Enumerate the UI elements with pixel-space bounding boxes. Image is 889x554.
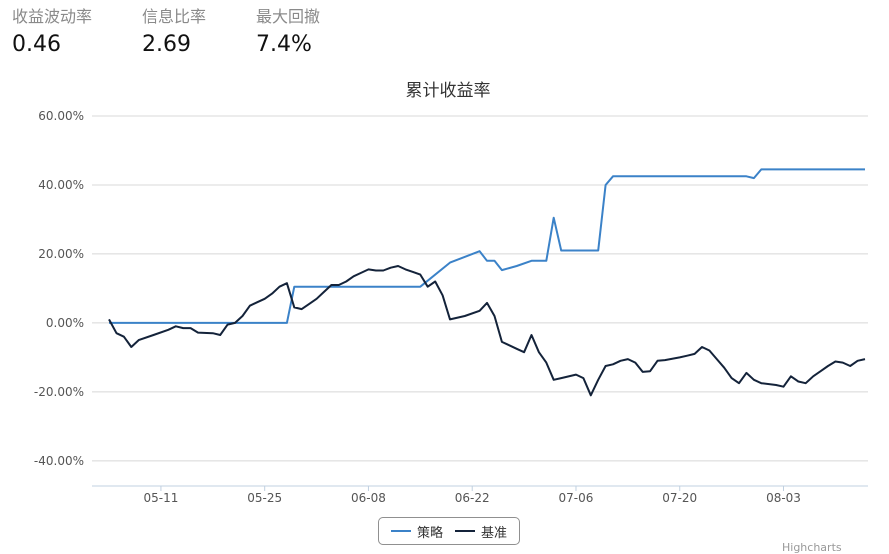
x-tick-label: 06-22 <box>455 491 490 505</box>
stat-max-drawdown-value: 7.4% <box>256 32 312 57</box>
stat-information-ratio-value: 2.69 <box>142 32 191 57</box>
legend-label-strategy: 策略 <box>416 525 443 541</box>
stat-volatility-label: 收益波动率 <box>12 7 93 26</box>
x-axis: 05-11 05-25 06-08 06-22 07-06 07-20 08-03 <box>92 485 868 505</box>
x-tick-label: 07-20 <box>662 491 697 505</box>
y-tick-label: -40.00% <box>34 454 84 468</box>
stats-bar: 收益波动率 0.46 信息比率 2.69 最大回撤 7.4% <box>12 6 370 60</box>
legend-swatch-strategy <box>390 530 411 532</box>
y-tick-label: 0.00% <box>46 316 84 330</box>
stat-information-ratio-label: 信息比率 <box>142 7 207 26</box>
legend-item-benchmark[interactable]: 基准 <box>455 522 507 541</box>
stat-max-drawdown-label: 最大回撤 <box>256 7 321 26</box>
chart-legend: 策略 基准 <box>378 517 520 545</box>
stat-volatility-value: 0.46 <box>12 32 61 57</box>
y-tick-label: -20.00% <box>34 385 84 399</box>
x-tick-label: 05-25 <box>247 491 282 505</box>
legend-swatch-benchmark <box>455 530 475 532</box>
stat-max-drawdown: 最大回撤 7.4% <box>256 6 320 60</box>
y-tick-label: 60.00% <box>38 109 84 123</box>
x-tick-label: 08-03 <box>766 491 801 505</box>
strategy-line[interactable] <box>109 168 865 324</box>
grid-lines <box>92 115 868 462</box>
x-tick-label: 07-06 <box>559 491 594 505</box>
stat-information-ratio: 信息比率 2.69 <box>142 6 206 60</box>
chart-credit[interactable]: Highcharts <box>782 541 842 554</box>
x-tick-label: 06-08 <box>351 491 386 505</box>
benchmark-line[interactable] <box>108 265 866 397</box>
y-tick-label: 20.00% <box>38 247 84 261</box>
x-tick-label: 05-11 <box>143 491 178 505</box>
stat-volatility: 收益波动率 0.46 <box>12 6 92 60</box>
y-tick-label: 40.00% <box>38 178 84 192</box>
chart-title: 累计收益率 <box>406 81 491 101</box>
series-lines[interactable] <box>108 168 866 397</box>
y-axis-labels: -40.00% -20.00% 0.00% 20.00% 40.00% 60.00% <box>34 109 84 468</box>
legend-item-strategy[interactable]: 策略 <box>390 522 443 541</box>
legend-label-benchmark: 基准 <box>481 525 508 541</box>
